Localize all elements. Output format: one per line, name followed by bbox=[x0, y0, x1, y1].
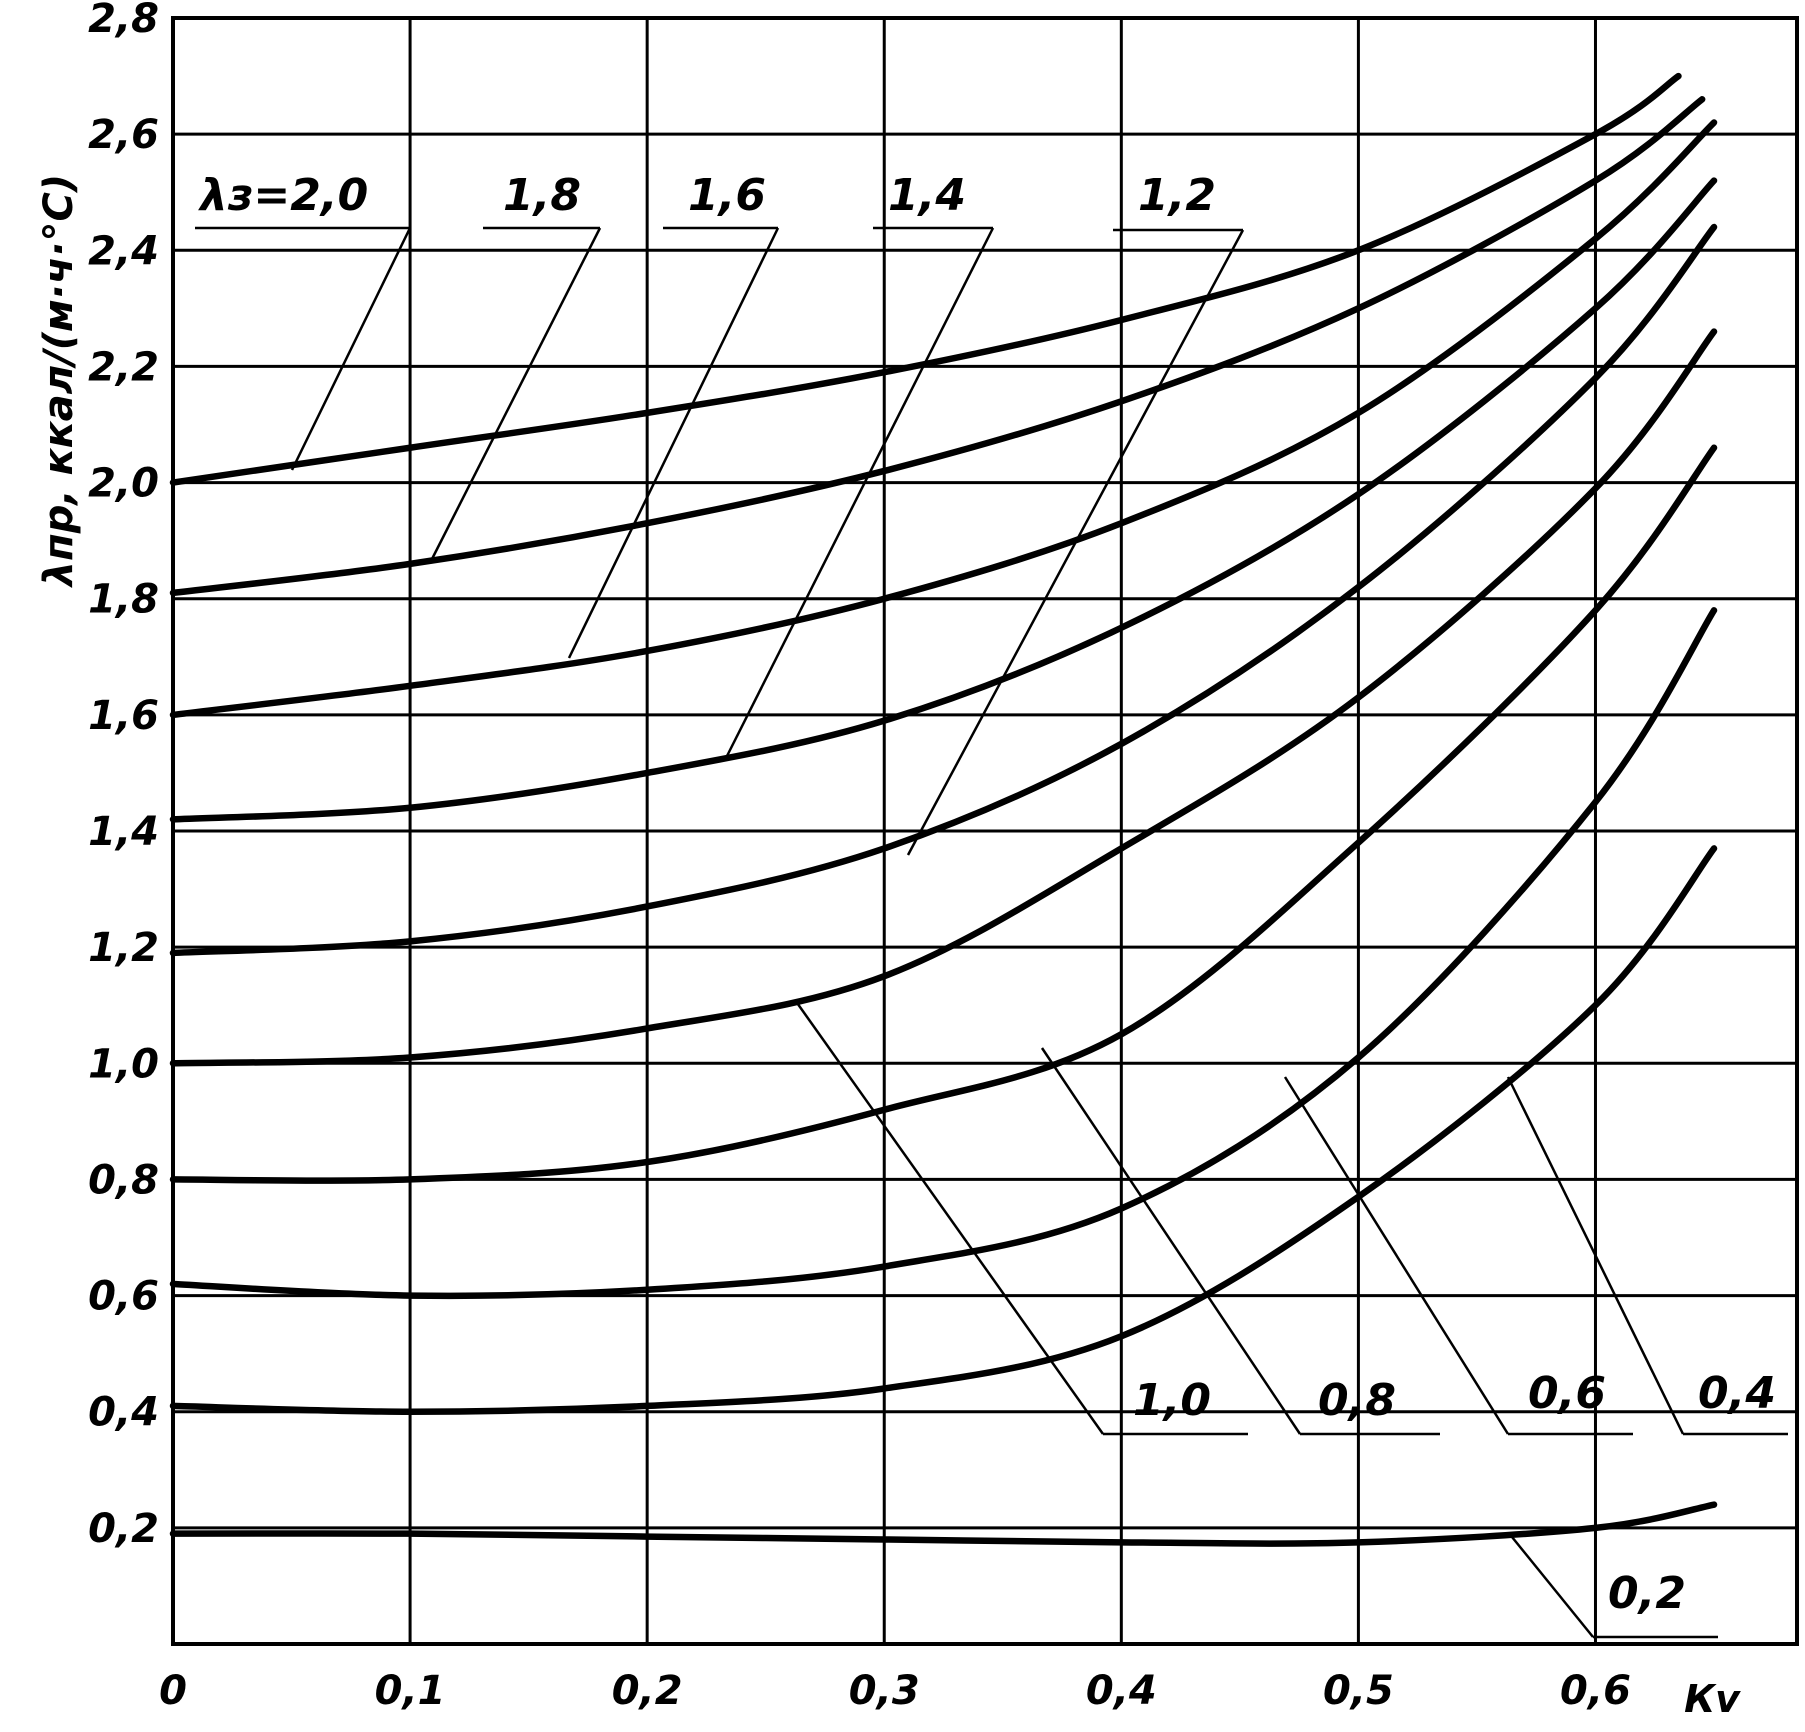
y-tick-label: 2,8 bbox=[88, 0, 159, 42]
series-line bbox=[169, 119, 1718, 719]
label-leader-line bbox=[430, 227, 602, 560]
curve-label: λз=2,0 bbox=[198, 170, 368, 221]
curve-label: 1,0 bbox=[1133, 1375, 1211, 1426]
y-tick-label: 1,2 bbox=[88, 925, 159, 971]
y-tick-label: 2,6 bbox=[88, 112, 159, 158]
curve-label: 0,8 bbox=[1318, 1375, 1396, 1426]
tick-labels: 0 0,1 0,2 0,3 0,4 0,5 0,6 0,2 0,4 0,6 0,8 1,0 1,2 1,4… bbox=[88, 0, 1631, 1714]
label-leader-line bbox=[1040, 1047, 1302, 1435]
x-tick-label: 0,3 bbox=[849, 1668, 920, 1714]
y-tick-label: 2,0 bbox=[88, 461, 159, 507]
series-line bbox=[169, 177, 1718, 823]
curve-labels: λз=2,0 1,8 1,6 1,4 1,2 1,0 0,8 0,6 0,4 0,2 bbox=[198, 170, 1776, 1619]
label-leader-line bbox=[567, 227, 780, 659]
label-leader-line bbox=[290, 227, 412, 471]
plot-border bbox=[171, 16, 1799, 1646]
x-tick-label: 0,1 bbox=[375, 1668, 446, 1714]
series-line bbox=[169, 607, 1718, 1300]
y-tick-label: 1,8 bbox=[88, 577, 159, 623]
curve-label: 0,2 bbox=[1608, 1568, 1686, 1619]
curve-label: 1,6 bbox=[688, 170, 766, 221]
y-tick-label: 0,2 bbox=[88, 1506, 159, 1552]
series-line bbox=[169, 223, 1718, 957]
x-tick-label: 0 bbox=[159, 1668, 187, 1714]
y-tick-label: 0,4 bbox=[88, 1390, 159, 1436]
plot-frame bbox=[171, 16, 1799, 1646]
y-tick-label: 1,6 bbox=[88, 693, 159, 739]
y-tick-label: 2,2 bbox=[88, 344, 159, 390]
label-leader-line bbox=[1511, 1536, 1594, 1638]
label-leader-line bbox=[793, 999, 1105, 1435]
x-tick-label: 0,4 bbox=[1086, 1668, 1157, 1714]
series-line bbox=[169, 72, 1682, 486]
x-tick-label: 0,2 bbox=[612, 1668, 683, 1714]
x-axis-label: Кv bbox=[1684, 1677, 1741, 1721]
series-line bbox=[169, 96, 1706, 597]
curves bbox=[169, 72, 1718, 1547]
series-line bbox=[169, 444, 1718, 1184]
series-line bbox=[169, 845, 1718, 1415]
y-tick-label: 0,6 bbox=[88, 1274, 159, 1320]
series-line bbox=[169, 328, 1718, 1067]
y-tick-label: 2,4 bbox=[88, 228, 159, 274]
y-tick-label: 0,8 bbox=[88, 1157, 159, 1203]
label-leader-line bbox=[1283, 1076, 1510, 1435]
curve-label: 1,8 bbox=[503, 170, 581, 221]
series-line bbox=[169, 1501, 1718, 1547]
curve-label: 1,2 bbox=[1138, 170, 1216, 221]
curve-label: 1,4 bbox=[888, 170, 966, 221]
label-leaders bbox=[195, 226, 1788, 1639]
y-axis-label: λпр, ккал/(м·ч·°С) bbox=[36, 174, 82, 588]
label-leader-line bbox=[906, 229, 1245, 856]
x-tick-label: 0,6 bbox=[1560, 1668, 1631, 1714]
label-leader-line bbox=[1506, 1076, 1685, 1435]
y-tick-label: 1,0 bbox=[88, 1041, 159, 1087]
y-tick-label: 1,4 bbox=[88, 809, 159, 855]
curve-label: 0,6 bbox=[1528, 1368, 1606, 1419]
label-leader-line bbox=[725, 227, 995, 757]
x-tick-label: 0,5 bbox=[1323, 1668, 1394, 1714]
curve-label: 0,4 bbox=[1698, 1368, 1776, 1419]
